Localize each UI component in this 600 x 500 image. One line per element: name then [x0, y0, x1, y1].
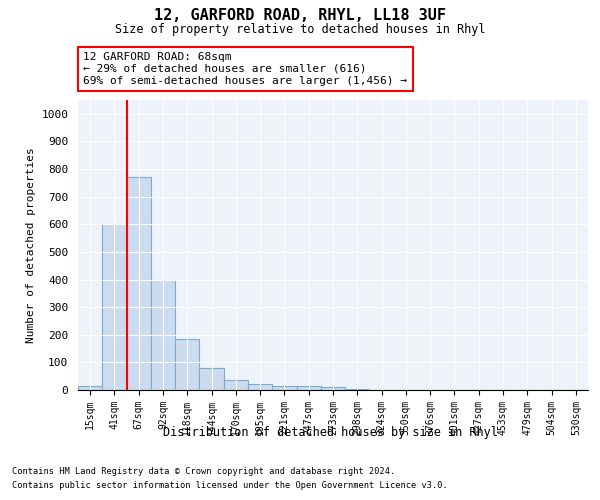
Bar — [102, 224, 127, 390]
Text: Contains HM Land Registry data © Crown copyright and database right 2024.: Contains HM Land Registry data © Crown c… — [12, 467, 395, 476]
Text: 12, GARFORD ROAD, RHYL, LL18 3UF: 12, GARFORD ROAD, RHYL, LL18 3UF — [154, 8, 446, 22]
Bar — [272, 386, 296, 390]
Y-axis label: Number of detached properties: Number of detached properties — [26, 147, 36, 343]
Bar — [127, 178, 151, 390]
Text: Contains public sector information licensed under the Open Government Licence v3: Contains public sector information licen… — [12, 481, 448, 490]
Bar — [248, 384, 272, 390]
Bar — [175, 339, 199, 390]
Bar — [78, 386, 102, 390]
Bar — [151, 280, 175, 390]
Bar — [296, 386, 321, 390]
Text: 12 GARFORD ROAD: 68sqm
← 29% of detached houses are smaller (616)
69% of semi-de: 12 GARFORD ROAD: 68sqm ← 29% of detached… — [83, 52, 407, 86]
Bar — [199, 368, 224, 390]
Bar — [345, 388, 370, 390]
Bar — [321, 386, 345, 390]
Text: Size of property relative to detached houses in Rhyl: Size of property relative to detached ho… — [115, 22, 485, 36]
Text: Distribution of detached houses by size in Rhyl: Distribution of detached houses by size … — [163, 426, 497, 439]
Bar — [224, 380, 248, 390]
